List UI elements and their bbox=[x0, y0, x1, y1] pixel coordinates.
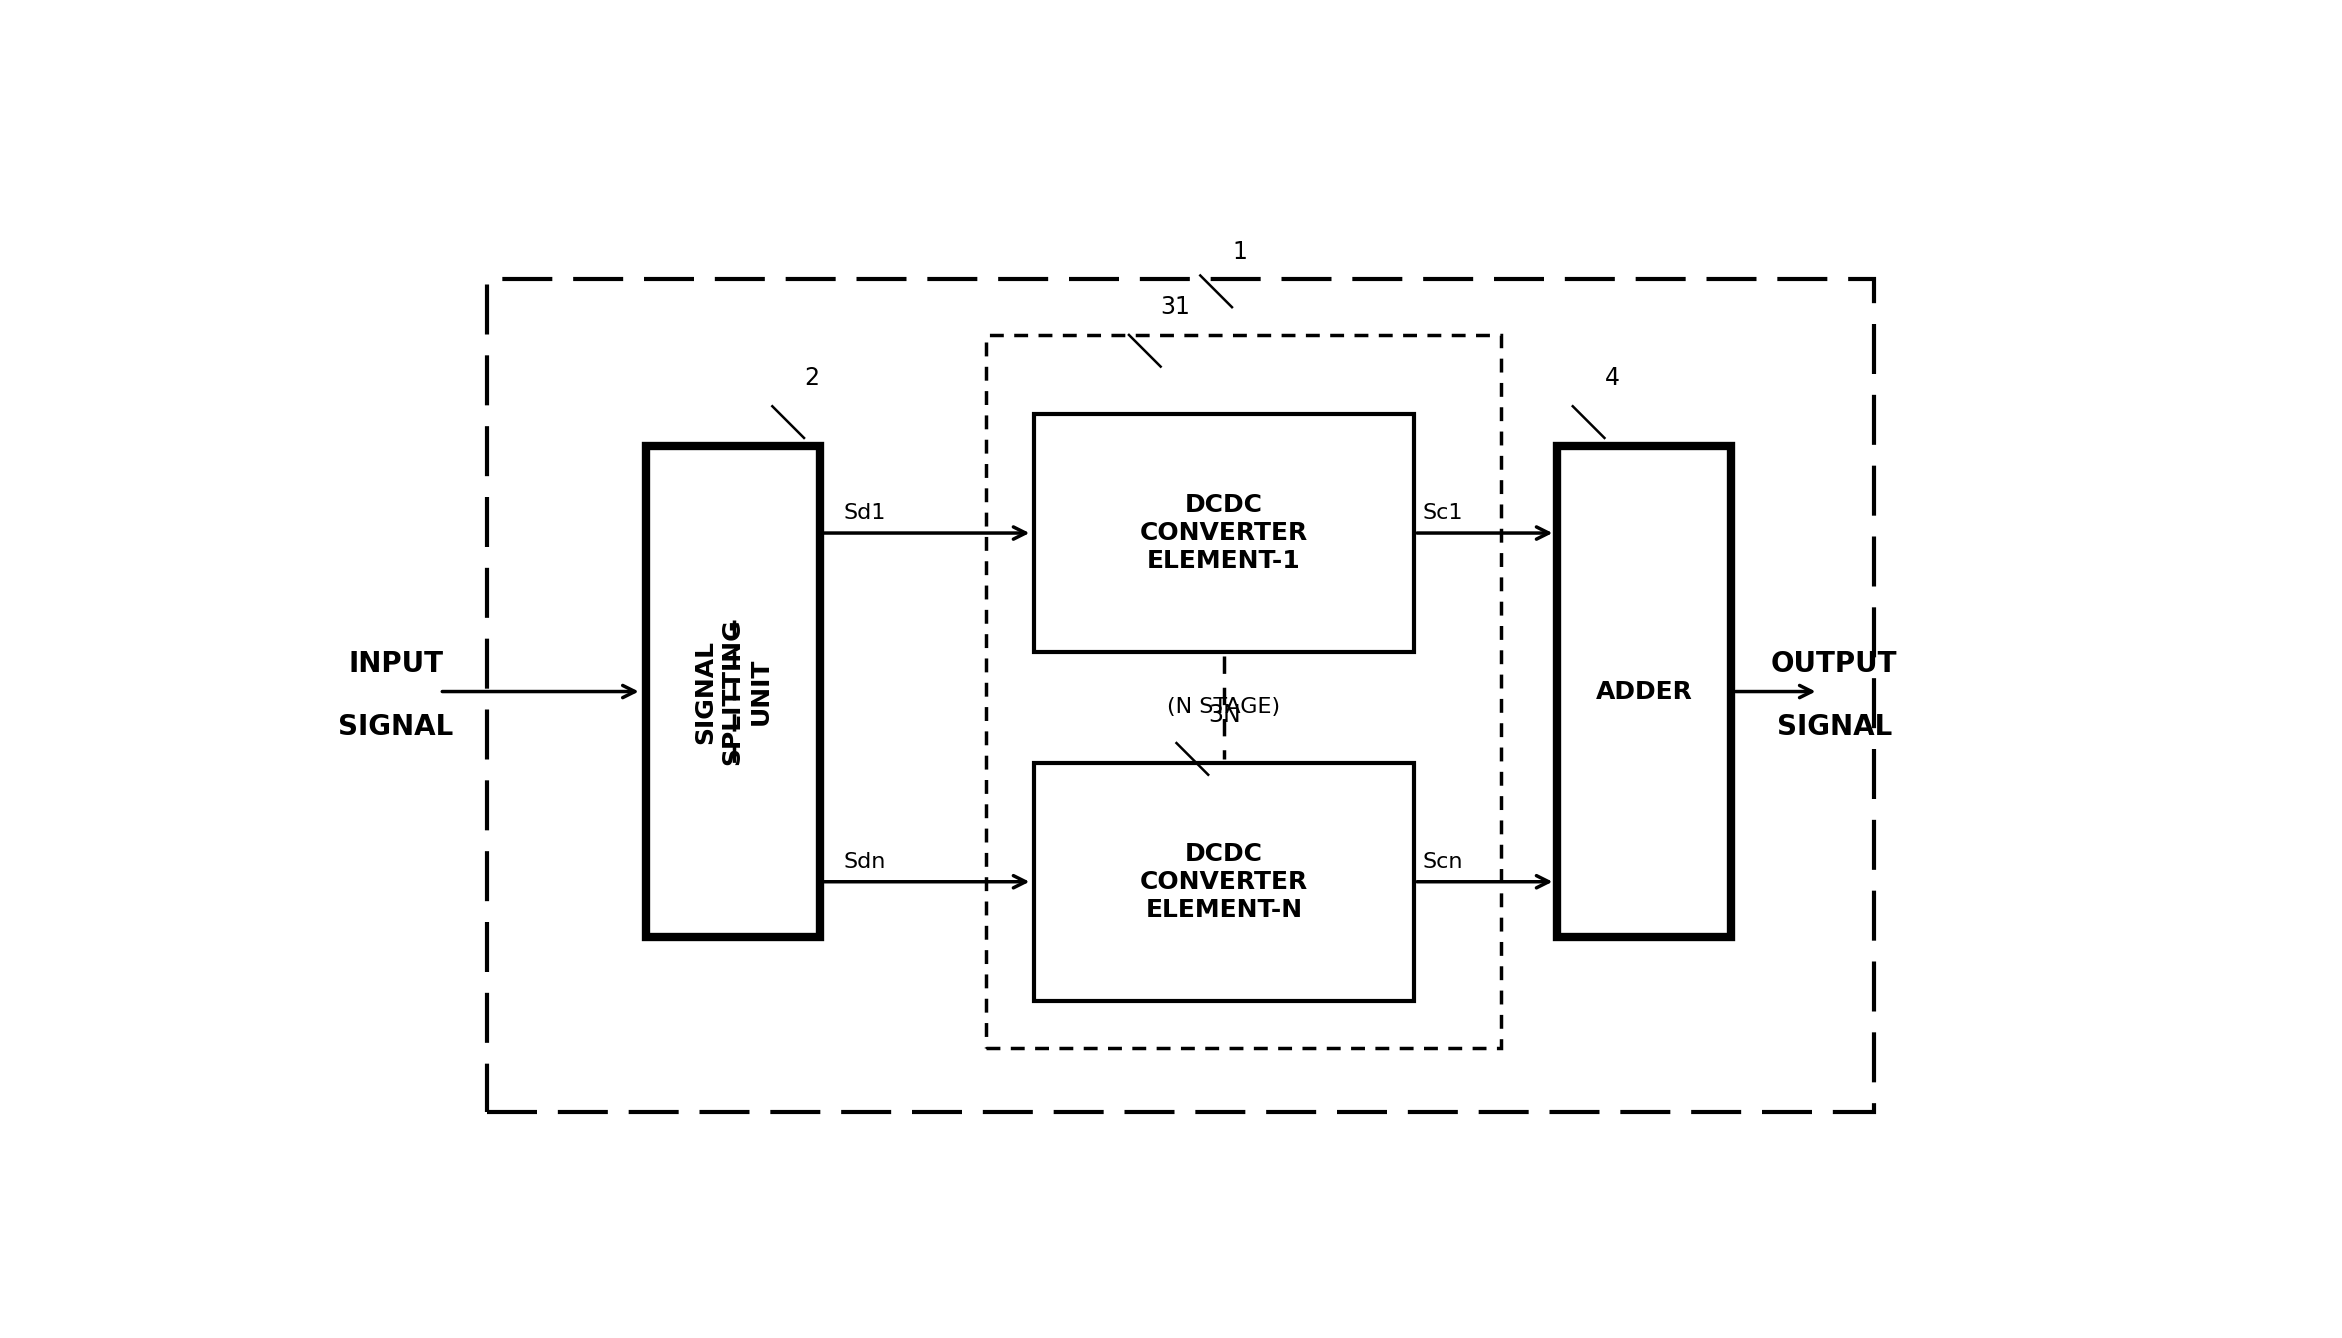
Bar bbox=[646, 446, 820, 937]
Text: SIGNAL: SIGNAL bbox=[1778, 713, 1892, 741]
Text: Sd1: Sd1 bbox=[843, 503, 885, 523]
Text: DCDC
CONVERTER
ELEMENT-1: DCDC CONVERTER ELEMENT-1 bbox=[1141, 494, 1309, 573]
Bar bbox=[487, 280, 1874, 1112]
Bar bbox=[1557, 446, 1731, 937]
Text: INPUT: INPUT bbox=[349, 650, 443, 678]
Bar bbox=[986, 334, 1501, 1048]
Text: ADDER: ADDER bbox=[1595, 680, 1693, 704]
Text: OUTPUT: OUTPUT bbox=[1771, 650, 1897, 678]
Text: 1: 1 bbox=[1232, 240, 1246, 264]
Text: (N STAGE): (N STAGE) bbox=[1169, 697, 1281, 717]
Text: SIGNAL
SPLITTING
UNIT: SIGNAL SPLITTING UNIT bbox=[693, 618, 773, 765]
Bar bbox=[1033, 763, 1415, 1001]
Text: 3N: 3N bbox=[1208, 704, 1241, 728]
Text: 2: 2 bbox=[803, 367, 820, 391]
Text: Scn: Scn bbox=[1422, 852, 1464, 872]
Text: Sc1: Sc1 bbox=[1422, 503, 1464, 523]
Text: 4: 4 bbox=[1604, 367, 1618, 391]
Text: Sdn: Sdn bbox=[843, 852, 885, 872]
Bar bbox=[1033, 415, 1415, 652]
Text: 31: 31 bbox=[1162, 296, 1190, 318]
Text: SIGNAL: SIGNAL bbox=[337, 713, 454, 741]
Text: DCDC
CONVERTER
ELEMENT-N: DCDC CONVERTER ELEMENT-N bbox=[1141, 842, 1309, 922]
